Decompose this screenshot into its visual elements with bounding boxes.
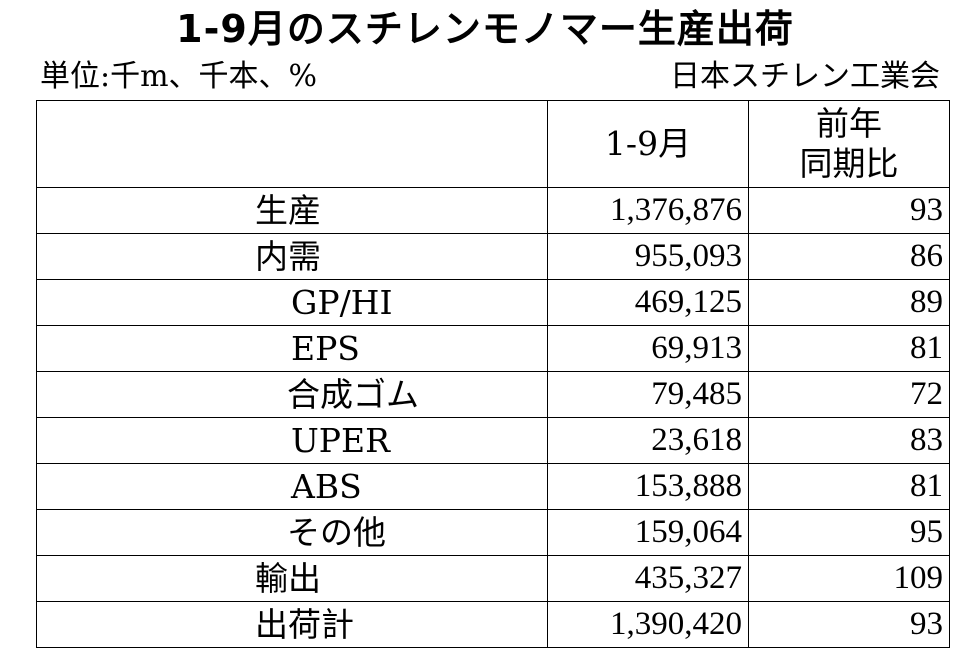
row-yoy: 86 <box>748 233 950 280</box>
header-yoy: 前年 同期比 <box>748 100 950 188</box>
row-label: 合成ゴム <box>36 371 548 418</box>
table-row: その他 159,064 95 <box>36 509 950 556</box>
table-row: ABS 153,888 81 <box>36 463 950 510</box>
table-row: 合成ゴム 79,485 72 <box>36 371 950 418</box>
row-yoy: 109 <box>748 555 950 602</box>
row-yoy: 95 <box>748 509 950 556</box>
row-value: 435,327 <box>547 555 749 602</box>
table-row: 内需 955,093 86 <box>36 233 950 280</box>
row-value: 23,618 <box>547 417 749 464</box>
row-value: 1,390,420 <box>547 601 749 648</box>
row-yoy: 72 <box>748 371 950 418</box>
header-label <box>36 100 548 188</box>
row-label: 生産 <box>36 187 548 234</box>
header-period: 1-9月 <box>547 100 749 188</box>
row-yoy: 93 <box>748 187 950 234</box>
row-label: GP/HI <box>36 279 548 326</box>
row-value: 469,125 <box>547 279 749 326</box>
page-title: 1-9月のスチレンモノマー生産出荷 <box>176 7 794 51</box>
row-yoy: 81 <box>748 463 950 510</box>
row-yoy: 83 <box>748 417 950 464</box>
row-value: 159,064 <box>547 509 749 556</box>
row-yoy: 89 <box>748 279 950 326</box>
table-row: GP/HI 469,125 89 <box>36 279 950 326</box>
row-label: その他 <box>36 509 548 556</box>
row-label: EPS <box>36 325 548 372</box>
row-value: 79,485 <box>547 371 749 418</box>
row-label: 輸出 <box>36 555 548 602</box>
row-label: 内需 <box>36 233 548 280</box>
row-value: 955,093 <box>547 233 749 280</box>
header-yoy-line2: 同期比 <box>799 144 899 183</box>
table-row: EPS 69,913 81 <box>36 325 950 372</box>
row-value: 69,913 <box>547 325 749 372</box>
row-value: 1,376,876 <box>547 187 749 234</box>
row-label: 出荷計 <box>36 601 548 648</box>
source-label: 日本スチレン工業会 <box>670 59 940 94</box>
production-table: 1-9月 前年 同期比 生産 1,376,876 93 内需 955,093 8… <box>36 100 950 648</box>
row-label: UPER <box>36 417 548 464</box>
header-yoy-line1: 前年 <box>816 104 882 143</box>
table-row: 生産 1,376,876 93 <box>36 187 950 234</box>
unit-note: 単位:千m、千本、% <box>40 59 318 94</box>
row-yoy: 81 <box>748 325 950 372</box>
row-yoy: 93 <box>748 601 950 648</box>
table-row: UPER 23,618 83 <box>36 417 950 464</box>
table-row: 出荷計 1,390,420 93 <box>36 601 950 648</box>
table-row: 輸出 435,327 109 <box>36 555 950 602</box>
row-label: ABS <box>36 463 548 510</box>
row-value: 153,888 <box>547 463 749 510</box>
table-header-row: 1-9月 前年 同期比 <box>36 100 950 188</box>
